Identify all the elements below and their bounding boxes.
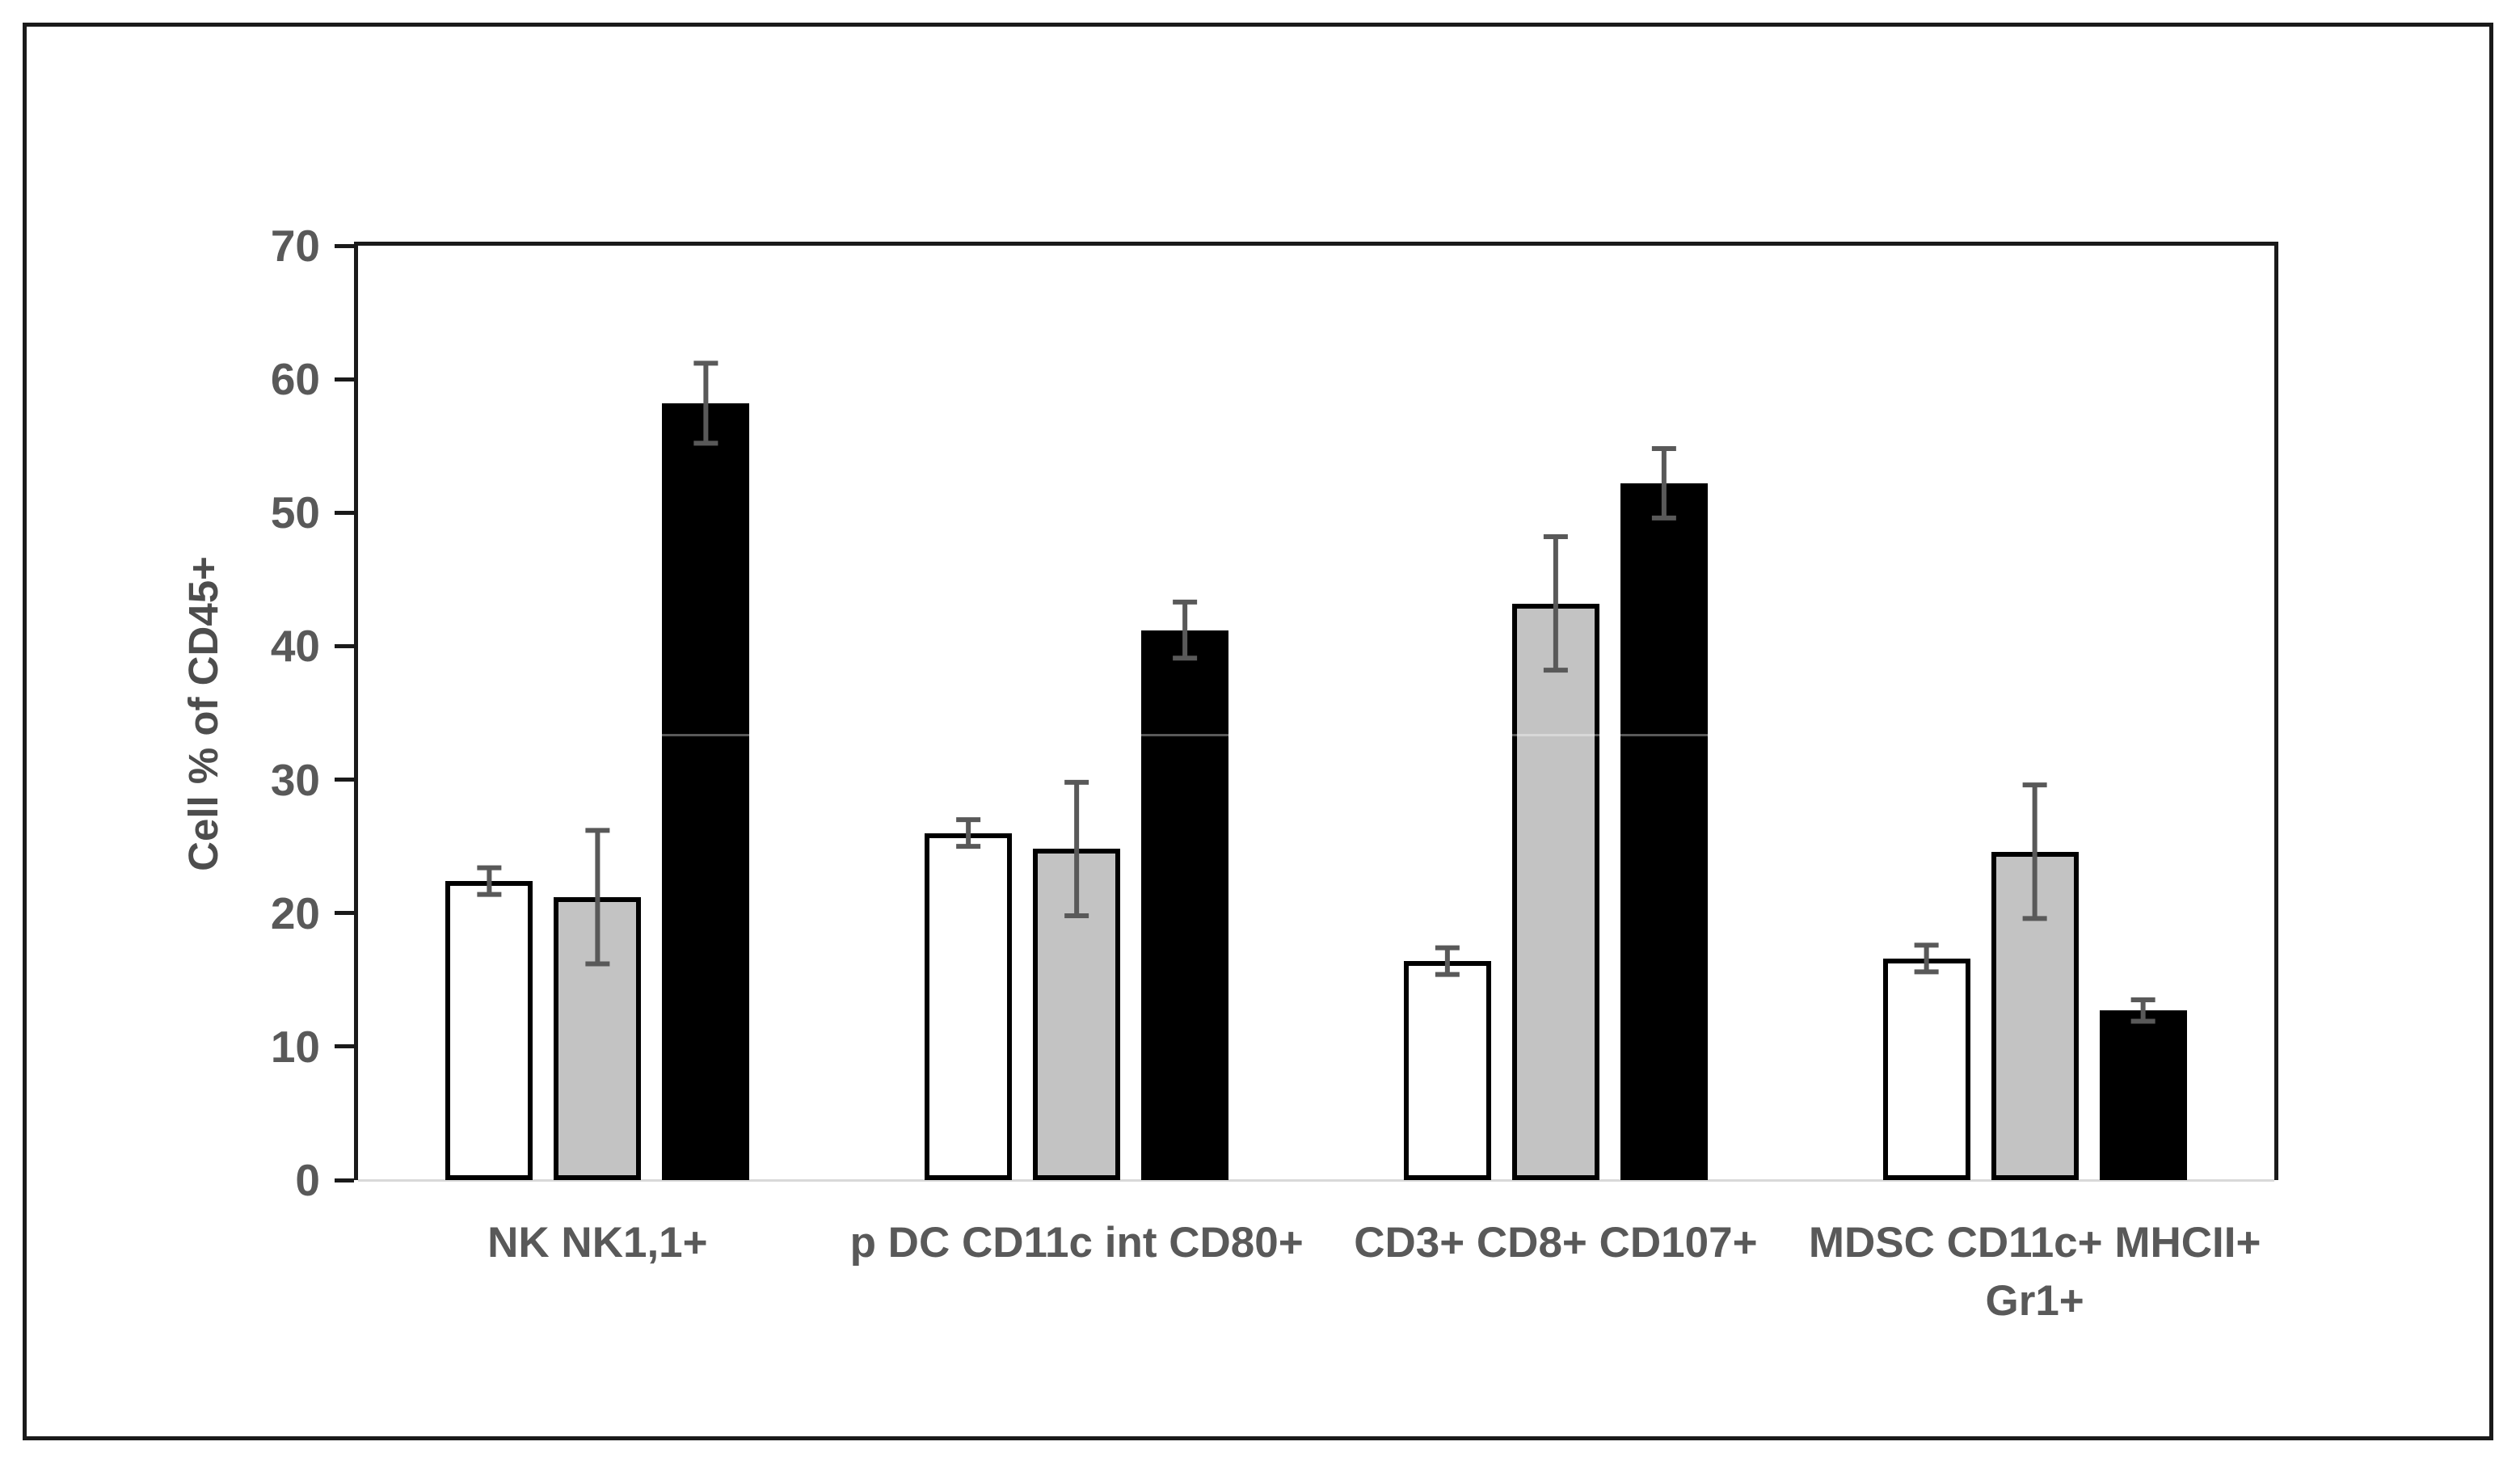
bar-black-bars-1 (1141, 630, 1229, 1180)
bar-grey-bars-3 (1991, 851, 2079, 1180)
bar-grey-bars-0 (554, 896, 642, 1180)
bar-white-bars-0 (445, 881, 533, 1180)
y-tick-mark (335, 377, 354, 382)
y-tick-mark (335, 1178, 354, 1182)
y-tick-mark (335, 778, 354, 782)
x-category-label: p DC CD11c int CD80+ (849, 1219, 1304, 1267)
bar-grey-bars-1 (1033, 849, 1121, 1180)
bar-black-bars-3 (2099, 1010, 2187, 1180)
y-tick-label: 60 (270, 354, 320, 405)
seam-artifact-line (358, 734, 2274, 737)
plot-top-border (354, 242, 2278, 246)
y-tick-label: 20 (270, 887, 320, 938)
x-category-label: CD3+ CD8+ CD107+ (1354, 1219, 1758, 1267)
y-tick-label: 0 (295, 1155, 320, 1205)
bar-black-bars-2 (1620, 483, 1708, 1180)
y-tick-mark (335, 510, 354, 515)
y-tick-mark (335, 1044, 354, 1049)
y-tick-label: 30 (270, 754, 320, 805)
y-tick-label: 40 (270, 621, 320, 672)
y-axis-line (354, 246, 358, 1180)
bar-black-bars-0 (662, 403, 750, 1180)
y-tick-mark (335, 243, 354, 248)
y-tick-label: 10 (270, 1021, 320, 1072)
y-axis-title: Cell % of CD45+ (180, 556, 226, 871)
bar-white-bars-2 (1403, 961, 1491, 1180)
bar-grey-bars-2 (1511, 603, 1599, 1180)
y-tick-label: 50 (270, 487, 320, 538)
y-tick-label: 70 (270, 221, 320, 271)
x-category-label: NK NK1,1+ (487, 1219, 708, 1267)
bar-white-bars-3 (1882, 958, 1970, 1180)
y-tick-mark (335, 643, 354, 648)
x-category-label: MDSC CD11c+ MHCII+ Gr1+ (1808, 1219, 2261, 1325)
y-tick-mark (335, 911, 354, 916)
figure-border (23, 23, 2493, 1440)
bar-white-bars-1 (925, 833, 1013, 1180)
x-axis-baseline (358, 1179, 2274, 1182)
plot-right-border (2274, 246, 2278, 1180)
